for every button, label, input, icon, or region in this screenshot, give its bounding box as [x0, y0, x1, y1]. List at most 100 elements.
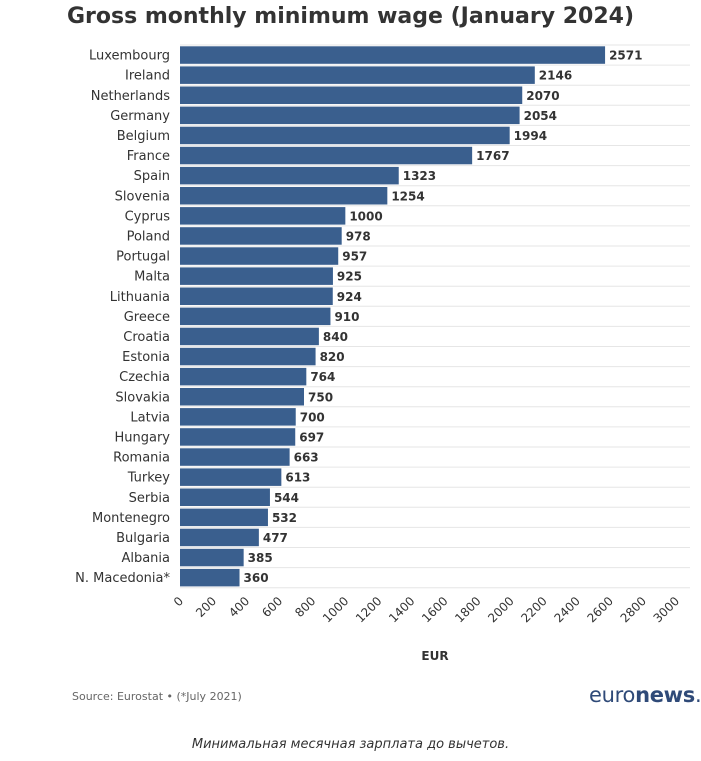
x-tick-label: 400	[226, 594, 252, 620]
category-label: Germany	[110, 109, 170, 124]
logo-dot: .	[694, 683, 701, 707]
bar-lithuania	[180, 287, 333, 305]
value-label: 978	[346, 229, 371, 243]
bar-spain	[180, 166, 399, 185]
bar-greece	[180, 307, 331, 326]
category-label: Slovakia	[115, 390, 170, 405]
x-tick-label: 1200	[353, 594, 384, 625]
category-labels: Luxembourg Ireland Netherlands Germany Belgi…	[75, 49, 170, 587]
x-tick-label: 1600	[419, 594, 450, 625]
category-label: Croatia	[123, 330, 170, 345]
bar-romania	[180, 448, 290, 466]
bar-poland	[180, 227, 342, 245]
x-tick-label: 1000	[320, 594, 351, 625]
x-tick-label: 600	[259, 594, 285, 620]
category-label: France	[127, 149, 170, 164]
value-label: 820	[320, 350, 345, 364]
bar-cyprus	[180, 207, 346, 225]
bar-latvia	[180, 408, 296, 426]
bar-estonia	[180, 347, 316, 366]
value-label: 764	[310, 370, 335, 384]
value-label: 1000	[349, 209, 382, 223]
value-label: 697	[299, 430, 324, 444]
bar-n-macedonia-	[180, 568, 240, 587]
category-label: Czechia	[119, 370, 170, 385]
value-label: 360	[244, 571, 269, 585]
logo-news: news	[635, 683, 695, 707]
bar-bulgaria	[180, 528, 259, 547]
value-label: 2054	[524, 109, 557, 123]
category-label: Spain	[134, 169, 170, 184]
bar-albania	[180, 548, 244, 567]
value-label: 1994	[514, 129, 547, 143]
value-label: 477	[263, 531, 288, 545]
bar-belgium	[180, 126, 510, 145]
value-labels: 2571 2146 2070 2054 1994 1767 1323 1254 1000 978 9…	[244, 49, 643, 586]
category-label: Slovenia	[115, 189, 170, 204]
category-label: N. Macedonia*	[75, 571, 170, 586]
bar-turkey	[180, 468, 282, 486]
category-label: Cyprus	[125, 209, 171, 224]
value-label: 840	[323, 330, 348, 344]
category-label: Portugal	[116, 250, 170, 265]
value-label: 544	[274, 491, 299, 505]
x-tick-labels: 0 200 400 600 800 1000 1200 1400 1600 1800 2000 220…	[171, 594, 682, 625]
x-tick-label: 1800	[452, 594, 483, 625]
x-tick-label: 2200	[518, 594, 549, 625]
caption: Минимальная месячная зарплата до вычетов…	[191, 737, 510, 752]
euronews-logo: euronews.	[589, 683, 701, 707]
value-label: 1767	[476, 149, 509, 163]
value-label: 2571	[609, 49, 642, 63]
x-tick-label: 800	[292, 594, 318, 620]
value-label: 532	[272, 511, 297, 525]
bar-slovakia	[180, 388, 304, 406]
bars	[180, 46, 606, 587]
bar-montenegro	[180, 508, 268, 527]
category-label: Serbia	[129, 491, 170, 506]
x-tick-label: 2400	[551, 594, 582, 625]
category-label: Belgium	[117, 129, 170, 144]
bar-france	[180, 146, 473, 165]
source-note: Source: Eurostat • (*July 2021)	[72, 690, 242, 703]
value-label: 663	[294, 451, 319, 465]
x-tick-label: 2600	[584, 594, 615, 625]
category-label: Albania	[121, 551, 170, 566]
value-label: 750	[308, 390, 333, 404]
category-label: Bulgaria	[116, 531, 170, 546]
value-label: 924	[337, 290, 362, 304]
value-label: 1323	[403, 169, 436, 183]
category-label: Malta	[134, 270, 170, 285]
bar-hungary	[180, 428, 296, 446]
value-label: 700	[300, 410, 325, 424]
bar-germany	[180, 106, 520, 125]
category-label: Latvia	[130, 410, 170, 425]
chart-title: Gross monthly minimum wage (January 2024…	[66, 4, 634, 29]
bar-croatia	[180, 327, 319, 346]
value-label: 613	[285, 471, 310, 485]
x-tick-label: 1400	[386, 594, 417, 625]
category-label: Lithuania	[110, 290, 170, 305]
bar-netherlands	[180, 86, 523, 104]
x-tick-label: 3000	[651, 594, 682, 625]
bar-malta	[180, 267, 333, 285]
category-label: Greece	[124, 310, 170, 325]
x-tick-label: 0	[171, 594, 186, 609]
value-label: 910	[334, 310, 359, 324]
category-label: Romania	[113, 451, 170, 466]
category-label: Turkey	[127, 471, 171, 486]
category-label: Hungary	[114, 430, 170, 445]
bar-chart: Luxembourg Ireland Netherlands Germany Belgi…	[75, 44, 690, 663]
value-label: 925	[337, 270, 362, 284]
bar-portugal	[180, 247, 339, 265]
value-label: 2146	[539, 69, 572, 83]
bar-slovenia	[180, 187, 388, 205]
bar-ireland	[180, 66, 535, 84]
logo-euro: euro	[589, 683, 636, 707]
category-label: Estonia	[122, 350, 170, 365]
bar-czechia	[180, 367, 307, 386]
value-label: 957	[342, 250, 367, 264]
bar-luxembourg	[180, 46, 606, 64]
value-label: 2070	[526, 89, 559, 103]
bar-serbia	[180, 488, 270, 506]
value-label: 1254	[391, 189, 424, 203]
